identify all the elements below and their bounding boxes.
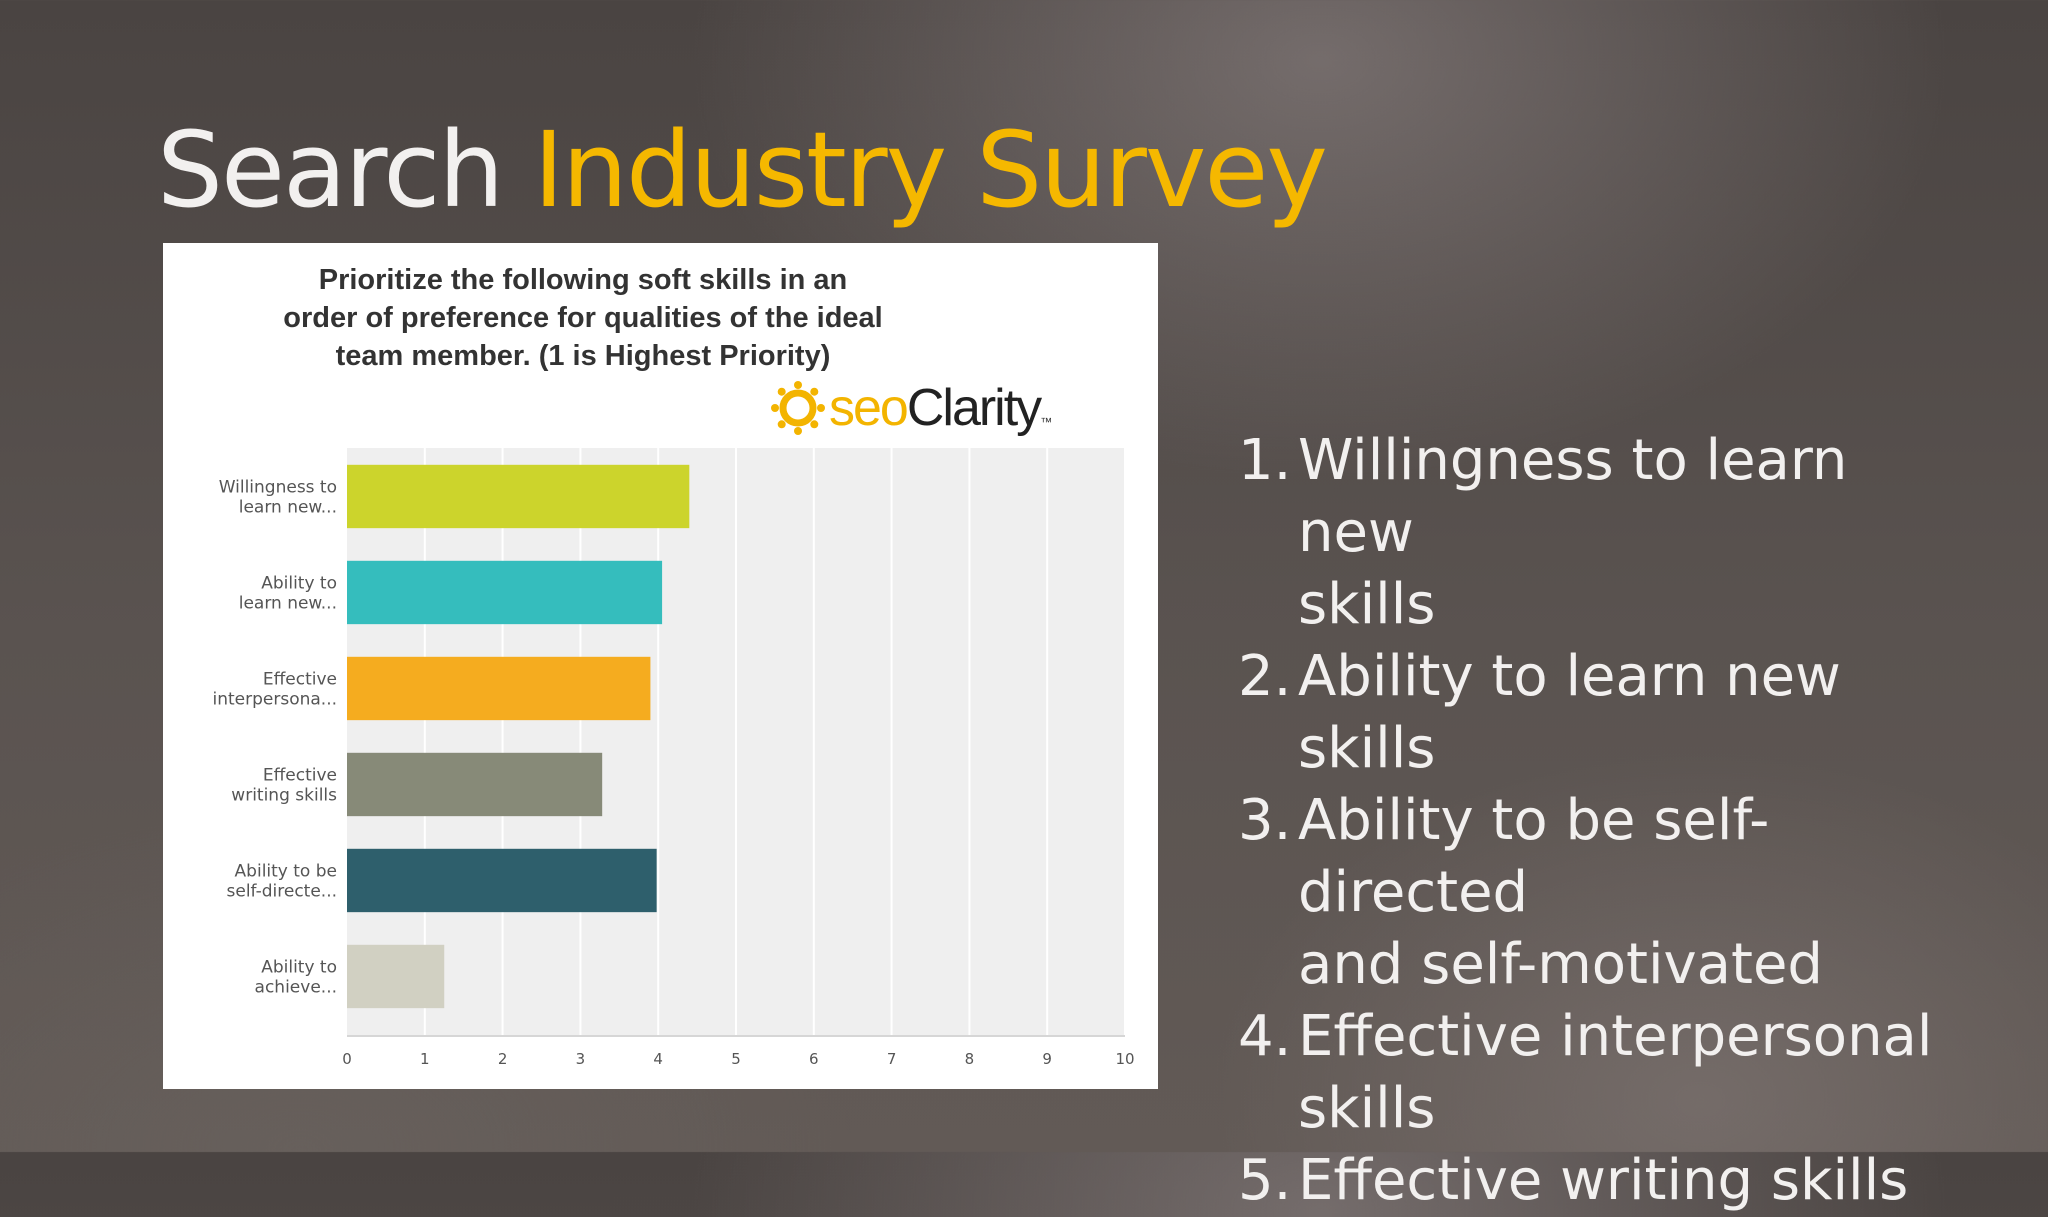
x-tick-label: 8 bbox=[965, 1050, 975, 1068]
category-label: interpersona... bbox=[212, 689, 337, 709]
x-tick-label: 10 bbox=[1115, 1050, 1134, 1068]
list-item: 5. Effective writing skills bbox=[1238, 1145, 1938, 1217]
list-item-text: skills bbox=[1298, 1076, 1436, 1141]
list-item-text: Ability to be self-directed bbox=[1298, 788, 1770, 925]
category-label: Effective bbox=[263, 765, 337, 785]
category-label: achieve... bbox=[255, 977, 337, 997]
chart-title-line: order of preference for qualities of the… bbox=[283, 302, 883, 334]
list-item-number: 5. bbox=[1238, 1148, 1292, 1213]
bar bbox=[347, 464, 690, 529]
bar bbox=[347, 560, 663, 625]
x-tick-label: 4 bbox=[653, 1050, 663, 1068]
category-label: Ability to bbox=[261, 957, 337, 977]
category-label: Effective bbox=[263, 669, 337, 689]
sun-icon bbox=[771, 381, 825, 435]
title-words-industry-survey: Industry Survey bbox=[533, 109, 1328, 231]
seoclarity-logo: seoClarity™ bbox=[771, 373, 1071, 443]
list-item-text: skills bbox=[1298, 572, 1436, 637]
category-label: learn new... bbox=[239, 593, 337, 613]
ranked-list: 1. Willingness to learn new skills 2. Abilit… bbox=[1238, 425, 1938, 1217]
list-item-text: Willingness to learn new bbox=[1298, 428, 1848, 565]
list-item-text: Effective interpersonal bbox=[1298, 1004, 1933, 1069]
x-tick-label: 1 bbox=[420, 1050, 430, 1068]
category-label: self-directe... bbox=[227, 881, 338, 901]
category-label: Willingness to bbox=[219, 477, 337, 497]
x-tick-label: 6 bbox=[809, 1050, 819, 1068]
x-tick-label: 3 bbox=[576, 1050, 586, 1068]
list-item-number: 1. bbox=[1238, 428, 1292, 493]
chart-title: Prioritize the following soft skills in … bbox=[203, 261, 963, 375]
list-item: 2. Ability to learn new skills bbox=[1238, 641, 1938, 785]
bar bbox=[347, 944, 445, 1009]
category-label: Ability to be bbox=[235, 861, 337, 881]
x-tick-label: 7 bbox=[887, 1050, 897, 1068]
list-item: 1. Willingness to learn new skills bbox=[1238, 425, 1938, 641]
slide-title: Search Industry Survey bbox=[157, 100, 1328, 240]
logo-clarity-text: Clarity bbox=[906, 379, 1042, 437]
x-tick-label: 2 bbox=[498, 1050, 508, 1068]
category-label: Ability to bbox=[261, 573, 337, 593]
x-tick-label: 9 bbox=[1042, 1050, 1052, 1068]
bar bbox=[347, 848, 657, 913]
category-label: writing skills bbox=[231, 785, 337, 805]
logo-wordmark: seoClarity™ bbox=[829, 373, 1052, 443]
list-item-text: Effective writing skills bbox=[1298, 1148, 1909, 1213]
list-item: 4. Effective interpersonal skills bbox=[1238, 1001, 1938, 1145]
bar bbox=[347, 656, 651, 721]
x-tick-label: 0 bbox=[342, 1050, 352, 1068]
chart-title-line: team member. (1 is Highest Priority) bbox=[335, 340, 831, 372]
list-item-text: and self-motivated bbox=[1298, 932, 1823, 997]
list-item: 3. Ability to be self-directed and self-mo… bbox=[1238, 785, 1938, 1001]
x-tick-label: 5 bbox=[731, 1050, 741, 1068]
list-item-number: 3. bbox=[1238, 788, 1292, 853]
bar bbox=[347, 752, 603, 817]
chart-title-line: Prioritize the following soft skills in … bbox=[318, 264, 848, 296]
logo-trademark: ™ bbox=[1040, 415, 1053, 429]
title-word-search: Search bbox=[157, 109, 504, 231]
chart-card: Prioritize the following soft skills in … bbox=[163, 243, 1158, 1089]
list-item-text: Ability to learn new skills bbox=[1298, 644, 1841, 781]
logo-seo-text: seo bbox=[829, 379, 909, 437]
list-item-number: 4. bbox=[1238, 1004, 1292, 1069]
category-label: learn new... bbox=[239, 497, 337, 517]
list-item-number: 2. bbox=[1238, 644, 1292, 709]
